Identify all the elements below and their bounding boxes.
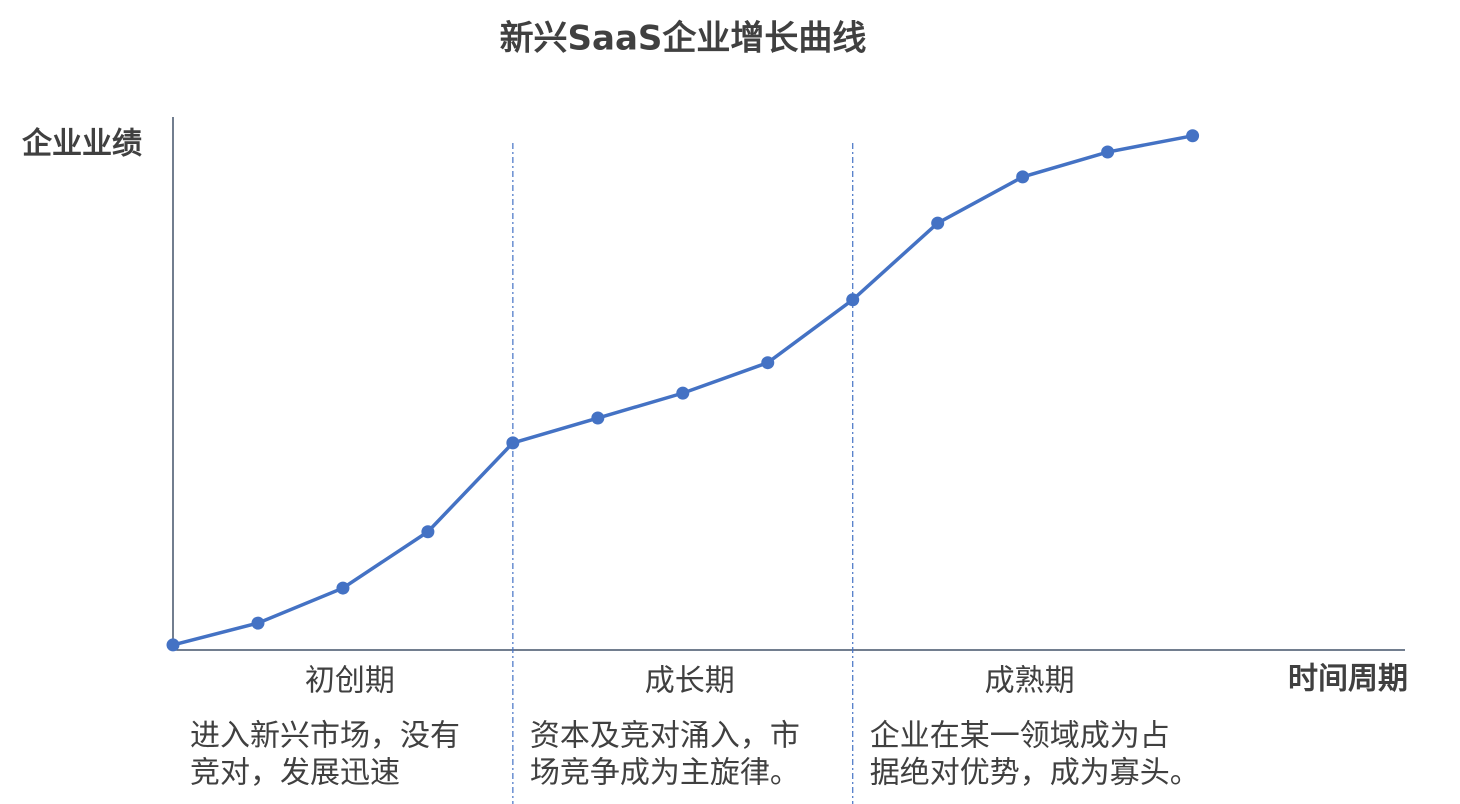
phase-description: 资本及竞对涌入，市 [530, 719, 800, 754]
phase-name: 初创期 [305, 664, 395, 699]
point [1101, 145, 1115, 159]
point [846, 293, 860, 307]
point [506, 436, 520, 450]
point [421, 525, 435, 539]
point [251, 616, 265, 630]
point [931, 216, 945, 230]
phase-description: 场竞争成为主旋律。 [530, 756, 800, 791]
phase-name: 成熟期 [985, 664, 1075, 699]
chart-title: 新兴SaaS企业增长曲线 [500, 19, 867, 59]
point [336, 581, 350, 595]
point [1016, 170, 1030, 184]
phase-description: 进入新兴市场，没有 [190, 719, 460, 754]
phase-description: 企业在某一领域成为占 [870, 719, 1170, 754]
y-axis-label: 企业业绩 [22, 127, 142, 162]
phase-name: 成长期 [645, 664, 735, 699]
point [676, 386, 690, 400]
point [761, 356, 775, 370]
phase-description: 竞对，发展迅速 [190, 756, 400, 791]
phase-description: 据绝对优势，成为寡头。 [870, 756, 1200, 791]
x-axis-label: 时间周期 [1288, 662, 1408, 697]
point [166, 638, 180, 652]
point [591, 411, 605, 425]
point [1186, 129, 1200, 143]
